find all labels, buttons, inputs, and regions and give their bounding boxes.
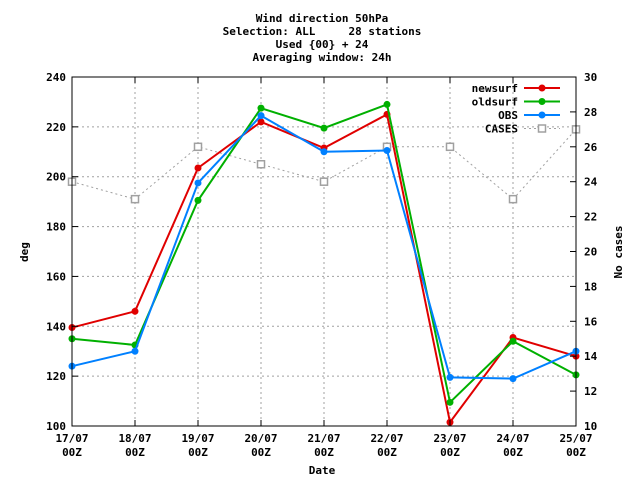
grid [72, 77, 576, 426]
x-tick-label-date: 21/07 [307, 432, 340, 445]
x-tick-label-time: 00Z [503, 446, 523, 459]
x-tick-label-date: 24/07 [496, 432, 529, 445]
data-point-obs [257, 112, 265, 120]
y2-tick-label: 20 [584, 246, 597, 259]
data-point-oldsurf [320, 124, 328, 132]
y2-tick-label: 12 [584, 385, 597, 398]
legend-label-cases: CASES [485, 123, 518, 136]
x-tick-label-time: 00Z [251, 446, 271, 459]
y2-tick-label: 28 [584, 106, 597, 119]
y2-tick-label: 10 [584, 420, 597, 433]
y-tick-label: 120 [46, 370, 66, 383]
legend-label-oldsurf: oldsurf [472, 96, 518, 109]
legend-marker-oldsurf [538, 98, 546, 105]
y-tick-label: 140 [46, 320, 66, 333]
y-tick-label: 220 [46, 121, 66, 134]
x-tick-label-date: 20/07 [244, 432, 277, 445]
legend-marker-obs [538, 111, 546, 119]
title-line: Wind direction 50hPa [256, 12, 388, 25]
x-tick-label-date: 18/07 [118, 432, 151, 445]
legend-marker-newsurf [538, 84, 546, 92]
x-tick-label-time: 00Z [314, 446, 334, 459]
y-tick-label: 200 [46, 171, 66, 184]
x-tick-label-time: 00Z [62, 446, 82, 459]
data-point-oldsurf [383, 100, 391, 108]
x-tick-label-date: 22/07 [370, 432, 403, 445]
data-point-obs [383, 147, 391, 155]
data-point-newsurf [131, 307, 139, 315]
data-point-obs [446, 373, 454, 381]
data-point-cases [130, 194, 140, 204]
x-tick-label-date: 19/07 [181, 432, 214, 445]
data-point-oldsurf [509, 337, 517, 345]
x-axis-ticks: 17/0700Z18/0700Z19/0700Z20/0700Z21/0700Z… [55, 77, 593, 459]
data-point-cases [193, 142, 203, 152]
data-point-obs [194, 179, 202, 187]
y2-tick-label: 14 [584, 350, 598, 363]
y2-tick-label: 30 [584, 71, 597, 84]
x-tick-label-date: 23/07 [433, 432, 466, 445]
data-point-newsurf [257, 118, 265, 126]
legend-label-newsurf: newsurf [472, 82, 518, 95]
data-point-cases [256, 160, 266, 169]
y2-tick-label: 16 [584, 315, 598, 328]
data-point-oldsurf [257, 104, 265, 112]
legend-label-obs: OBS [498, 109, 518, 122]
data-point-obs [320, 148, 328, 156]
y-axis-ticks: 100 120 140 160 180 200 220 240 [46, 71, 78, 433]
x-tick-label-time: 00Z [440, 446, 460, 459]
data-point-newsurf [194, 164, 202, 172]
title-line: Used {00} + 24 [276, 38, 369, 51]
data-point-cases [319, 177, 329, 186]
x-tick-label-time: 00Z [188, 446, 208, 459]
y-tick-label: 100 [46, 420, 66, 433]
x-tick-label-date: 17/07 [55, 432, 88, 445]
y-tick-label: 160 [46, 270, 66, 283]
y2-tick-label: 18 [584, 280, 597, 293]
y2-axis-ticks: 10 12 14 16 18 20 22 24 26 28 30 [570, 71, 598, 433]
y2-axis-label: No cases [612, 226, 625, 279]
data-point-obs [131, 347, 139, 355]
data-point-oldsurf [194, 196, 202, 204]
x-tick-label-time: 00Z [377, 446, 397, 459]
y-tick-label: 180 [46, 221, 66, 234]
x-tick-label-time: 00Z [125, 446, 145, 459]
data-point-cases [508, 194, 518, 204]
y2-tick-label: 24 [584, 176, 598, 189]
data-point-oldsurf [446, 398, 454, 406]
title-line: Averaging window: 24h [252, 51, 391, 64]
y-tick-label: 240 [46, 71, 66, 84]
data-point-obs [509, 375, 517, 383]
series-lines [67, 100, 581, 426]
data-point-cases [445, 142, 455, 152]
x-axis-label: Date [309, 464, 336, 477]
y-axis-label: deg [18, 242, 31, 262]
y2-tick-label: 26 [584, 141, 598, 154]
x-tick-label-date: 25/07 [559, 432, 592, 445]
x-tick-label-time: 00Z [566, 446, 586, 459]
title-line: Selection: ALL 28 stations [223, 25, 422, 38]
y2-tick-label: 22 [584, 211, 597, 224]
legend-marker-cases [537, 124, 547, 133]
